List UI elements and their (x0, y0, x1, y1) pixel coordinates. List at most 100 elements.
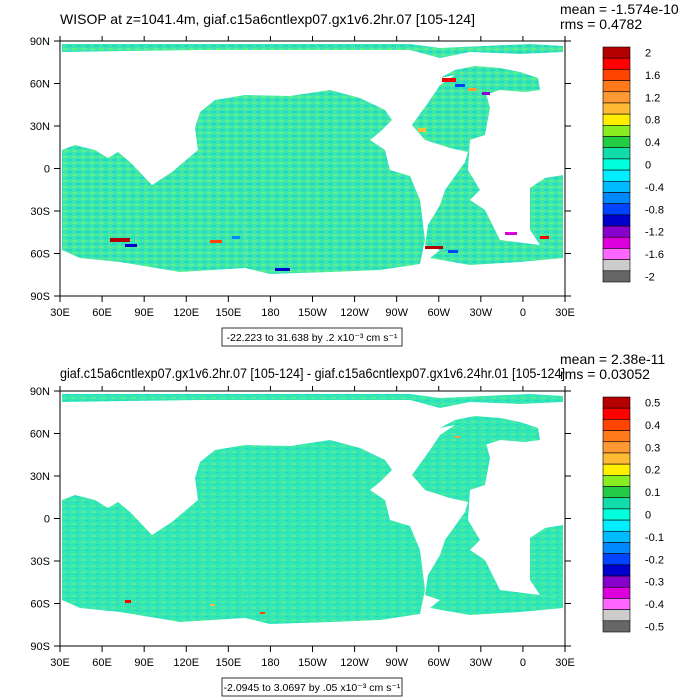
panel-1-y-tick-label: 60N (30, 79, 50, 91)
panel-2-x-tick-label: 90E (134, 657, 154, 669)
panel-2-x-tick-label: 180 (261, 657, 279, 669)
panel-2-colorbar-label: 0.4 (645, 420, 660, 432)
panel-1-colorbar-box (602, 102, 631, 115)
panel-2-y-tick-label: 90N (30, 386, 50, 398)
panel-2-colorbar-box (602, 598, 631, 610)
panel-1-colorbar-label: 1.6 (645, 70, 660, 82)
panel-2-y-tick-label: 30S (30, 556, 50, 568)
panel-2-y-tick-label: 0 (44, 514, 50, 526)
panel-1-colorbar-label: 0.4 (645, 137, 660, 149)
panel-1-x-tick-label: 150E (215, 307, 241, 319)
panel-1-y-tick-label: 0 (44, 164, 50, 176)
panel-2-colorbar-box (602, 564, 631, 577)
panel-2-colorbar-box (602, 508, 631, 521)
panel-2-colorbar-label: -0.1 (645, 532, 664, 544)
panel-2-x-tick-label: 30W (470, 657, 493, 669)
panel-1-map: 90N 60N 30N 0 30S 60S 90S 30E 60E 90E 120E 150E 180… (30, 36, 575, 319)
panel-1-colorbar-box (602, 169, 631, 182)
panel-1-y-tick-label: 60S (30, 249, 50, 261)
panel-2-y-tick-label: 30N (30, 471, 50, 483)
panel-1-colorbar-box (602, 91, 631, 104)
panel-2-colorbar-label: 0.3 (645, 442, 660, 454)
panel-2-colorbar-box (602, 407, 631, 420)
panel-1-y-axis: 90N 60N 30N 0 30S 60S 90S (30, 36, 571, 303)
panel-1-colorbar-label: -1.2 (645, 227, 664, 239)
panel-2-colorbar-box (602, 452, 631, 465)
panel-1-ocean-field (62, 44, 563, 274)
panel-1-colorbar-box (602, 158, 631, 171)
panel-1-colorbar-box (602, 236, 631, 249)
panel-2-colorbar-label: 0.5 (645, 398, 660, 410)
panel-1-colorbar-label: -0.8 (645, 204, 664, 216)
panel-2-y-tick-label: 60S (30, 599, 50, 611)
panel-2-ocean-field (62, 394, 563, 624)
panel-1-colorbar-label: -0.4 (645, 182, 664, 194)
panel-2-colorbar-box (602, 430, 631, 443)
panel-2-y-axis: 90N 60N 30N 0 30S 60S 90S (30, 386, 571, 653)
panel-2-colorbar-label: 0 (645, 510, 651, 522)
panel-1-colorbar-box (602, 57, 631, 70)
panel-2-colorbar-box (602, 486, 631, 499)
panel-1-colorbar-box (602, 180, 631, 193)
panel-1-colorbar-label: -1.6 (645, 249, 664, 261)
panel-2-colorbar-box (602, 475, 631, 487)
panel-2-colorbar-box (602, 609, 631, 622)
panel-1-colorbar-box (602, 225, 631, 238)
panel-1-y-tick-label: 30S (30, 206, 50, 218)
panel-1-colorbar-box (602, 80, 631, 93)
panel-1-x-tick-label: 150W (298, 307, 327, 319)
panel-2-colorbar-box (602, 441, 631, 454)
panel-1-y-tick-label: 90S (30, 291, 50, 303)
panel-2-colorbar-box (602, 497, 631, 510)
panel-2-range-box: -2.0945 to 3.0697 by .05 x10⁻³ cm s⁻¹ (221, 677, 403, 697)
panel-2-colorbar-box (602, 553, 631, 566)
panel-2-x-tick-label: 60E (92, 657, 112, 669)
panel-2-x-tick-label: 120W (340, 657, 369, 669)
panel-1-x-tick-label: 90W (385, 307, 408, 319)
panel-1-colorbar-label: 2 (645, 48, 651, 60)
panel-2-range-label: -2.0945 to 3.0697 by .05 x10⁻³ cm s⁻¹ (224, 682, 401, 694)
panel-2-colorbar-box (602, 463, 631, 476)
panel-1-range-box: -22.223 to 31.638 by .2 x10⁻³ cm s⁻¹ (221, 327, 403, 347)
panel-2-title: giaf.c15a6cntlexp07.gx1v6.2hr.07 [105-12… (60, 365, 565, 381)
panel-1-colorbar-box (602, 203, 631, 216)
panel-2-colorbar-label: -0.4 (645, 599, 664, 611)
panel-1-rms: rms = 0.4782 (560, 16, 642, 32)
panel-1-colorbar-box (602, 147, 631, 160)
panel-1-x-tick-label: 90E (134, 307, 154, 319)
panel-2-colorbar-label: -0.3 (645, 577, 664, 589)
panel-2-colorbar-label: -0.5 (645, 621, 664, 633)
panel-1-x-tick-label: 180 (261, 307, 279, 319)
panel-2-colorbar-box (602, 542, 631, 554)
panel-1-x-tick-label: 0 (520, 307, 526, 319)
panel-2-y-tick-label: 90S (30, 641, 50, 653)
panel-1-x-tick-label: 120W (340, 307, 369, 319)
panel-1-colorbar-box (602, 214, 631, 227)
panel-1-colorbar-label: 0 (645, 160, 651, 172)
panel-2-x-tick-label: 30E (555, 657, 575, 669)
panel-2-x-tick-label: 120E (173, 657, 199, 669)
panel-1-colorbar-box (602, 69, 631, 81)
panel-1-colorbar-box (602, 270, 631, 283)
panel-1-x-tick-label: 30W (470, 307, 493, 319)
panel-1-y-tick-label: 90N (30, 36, 50, 48)
panel-1-colorbar-label: -2 (645, 271, 655, 283)
panel-2-map: 90N 60N 30N 0 30S 60S 90S 30E 60E 90E 120E 150E 180… (30, 386, 575, 669)
panel-1-colorbar-label: 1.2 (645, 92, 660, 104)
panel-1-mean: mean = -1.574e-10 (560, 1, 679, 17)
panel-1-colorbar-label: 0.8 (645, 115, 660, 127)
panel-2-colorbar-box (602, 419, 631, 431)
panel-1-colorbar-box (602, 46, 631, 59)
panel-1-y-tick-label: 30N (30, 121, 50, 133)
panel-2-colorbar-box (602, 620, 631, 633)
panel-1-colorbar-box (602, 136, 631, 149)
panel-1-colorbar: 2 1.6 1.2 0.8 0.4 0 -0.4 -0.8 -1.2 -1.6 -2 (602, 46, 664, 283)
panel-1-colorbar-box (602, 259, 631, 272)
panel-2-colorbar-label: -0.2 (645, 554, 664, 566)
panel-1-x-tick-label: 30E (555, 307, 575, 319)
panel-2-colorbar-box (602, 519, 631, 532)
panel-2: giaf.c15a6cntlexp07.gx1v6.2hr.07 [105-12… (30, 351, 665, 697)
panel-1-colorbar-box (602, 125, 631, 137)
panel-2-colorbar-label: 0.1 (645, 487, 660, 499)
